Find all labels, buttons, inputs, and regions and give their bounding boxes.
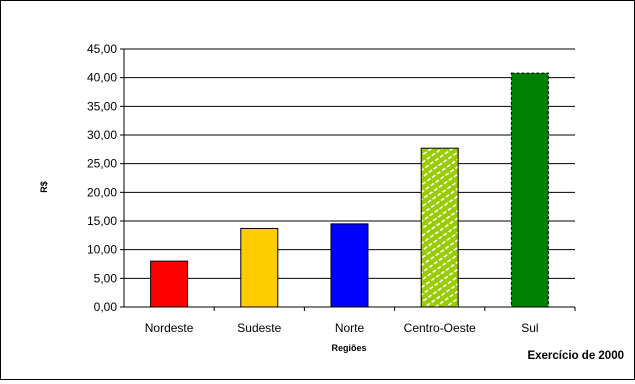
y-tick-label: 40,00 (87, 71, 117, 85)
y-tick-label: 5,00 (94, 271, 118, 285)
y-tick-label: 25,00 (87, 157, 117, 171)
bar-centro-oeste (420, 147, 459, 308)
x-tick-label: Norte (335, 321, 365, 335)
labels: 0,00 5,00 10,00 15,00 20,00 25,00 30,00 35,00 40… (87, 42, 539, 335)
x-axis-title: Regiões (331, 343, 366, 353)
year-annotation: Exercício de 2000 (527, 350, 624, 362)
y-tick-label: 0,00 (94, 300, 118, 314)
x-tick-label: Nordeste (145, 321, 194, 335)
bars (150, 72, 549, 308)
y-tick-label: 15,00 (87, 214, 117, 228)
y-tick-label: 45,00 (87, 42, 117, 56)
y-tick-label: 20,00 (87, 185, 117, 199)
x-tick-label: Sul (521, 321, 538, 335)
bar-norte (330, 223, 369, 308)
x-tick-label: Centro-Oeste (404, 321, 476, 335)
y-tick-label: 30,00 (87, 128, 117, 142)
gridlines (124, 48, 575, 279)
y-tick-label: 10,00 (87, 243, 117, 257)
y-axis-title: R$ (39, 181, 49, 193)
x-tick-label: Sudeste (237, 321, 281, 335)
bar-sul (510, 72, 549, 308)
y-tick-label: 35,00 (87, 99, 117, 113)
axes (120, 48, 576, 311)
bar-nordeste (150, 260, 189, 308)
bar-sudeste (240, 227, 279, 308)
